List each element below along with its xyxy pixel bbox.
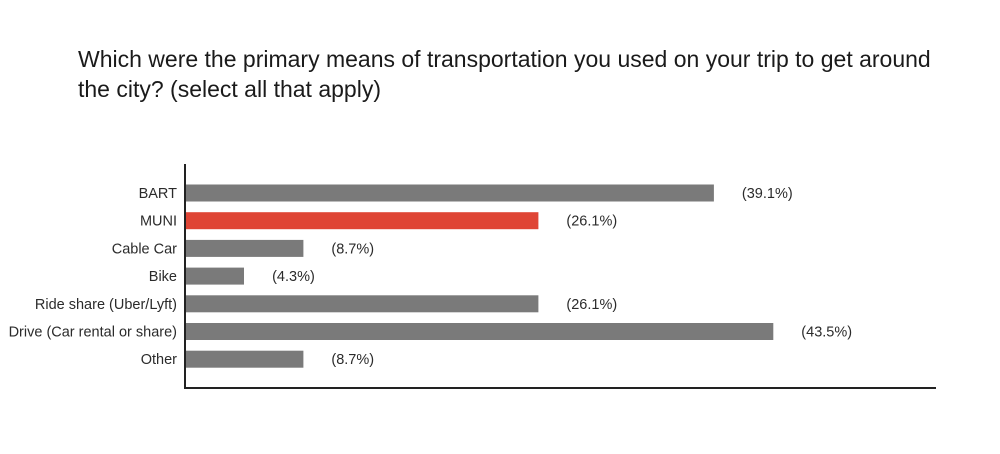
bar-drive-car-rental-or-share — [186, 323, 774, 340]
value-label-drive-car-rental-or-share: (43.5%) — [801, 325, 852, 341]
value-label-cable-car: (8.7%) — [331, 241, 374, 257]
axes-group — [184, 164, 936, 389]
bar-bike — [186, 267, 244, 285]
category-label-bike: Bike — [149, 269, 177, 285]
category-label-bart: BART — [139, 186, 178, 202]
value-label-bart: (39.1%) — [742, 186, 793, 202]
chart-title: Which were the primary means of transpor… — [78, 46, 931, 102]
category-label-cable-car: Cable Car — [112, 241, 177, 257]
bars-group: BART (39.1%) MUNI (26.1%) Cable Car (8.7%) Bik… — [9, 184, 852, 368]
category-label-other: Other — [141, 352, 177, 368]
value-label-bike: (4.3%) — [272, 269, 315, 285]
value-label-ride-share-uber-lyft: (26.1%) — [566, 297, 617, 313]
value-label-muni: (26.1%) — [566, 214, 617, 230]
category-label-ride-share-uber-lyft: Ride share (Uber/Lyft) — [35, 297, 177, 313]
bar-muni — [186, 212, 539, 230]
category-label-muni: MUNI — [140, 214, 177, 230]
bar-other — [186, 350, 304, 368]
bar-cable-car — [186, 239, 304, 257]
value-label-other: (8.7%) — [331, 352, 374, 368]
bar-ride-share-uber-lyft — [186, 295, 539, 313]
bar-bart — [186, 184, 714, 202]
category-label-drive-car-rental-or-share: Drive (Car rental or share) — [9, 325, 177, 341]
